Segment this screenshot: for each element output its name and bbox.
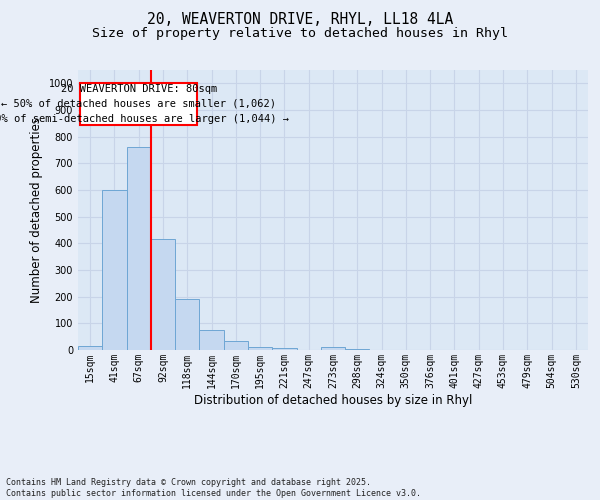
Bar bbox=[199, 330, 224, 350]
Text: 20, WEAVERTON DRIVE, RHYL, LL18 4LA: 20, WEAVERTON DRIVE, RHYL, LL18 4LA bbox=[147, 12, 453, 28]
Bar bbox=[102, 190, 127, 350]
Y-axis label: Number of detached properties: Number of detached properties bbox=[30, 117, 43, 303]
Bar bbox=[321, 347, 345, 350]
Bar bbox=[345, 348, 370, 350]
Bar bbox=[127, 148, 151, 350]
Text: 20 WEAVERTON DRIVE: 80sqm
← 50% of detached houses are smaller (1,062)
49% of se: 20 WEAVERTON DRIVE: 80sqm ← 50% of detac… bbox=[0, 84, 289, 124]
Bar bbox=[175, 300, 199, 350]
FancyBboxPatch shape bbox=[80, 84, 197, 124]
Bar bbox=[272, 348, 296, 350]
X-axis label: Distribution of detached houses by size in Rhyl: Distribution of detached houses by size … bbox=[194, 394, 472, 406]
Bar bbox=[248, 347, 272, 350]
Bar bbox=[151, 240, 175, 350]
Bar bbox=[78, 346, 102, 350]
Bar bbox=[224, 340, 248, 350]
Text: Size of property relative to detached houses in Rhyl: Size of property relative to detached ho… bbox=[92, 28, 508, 40]
Text: Contains HM Land Registry data © Crown copyright and database right 2025.
Contai: Contains HM Land Registry data © Crown c… bbox=[6, 478, 421, 498]
